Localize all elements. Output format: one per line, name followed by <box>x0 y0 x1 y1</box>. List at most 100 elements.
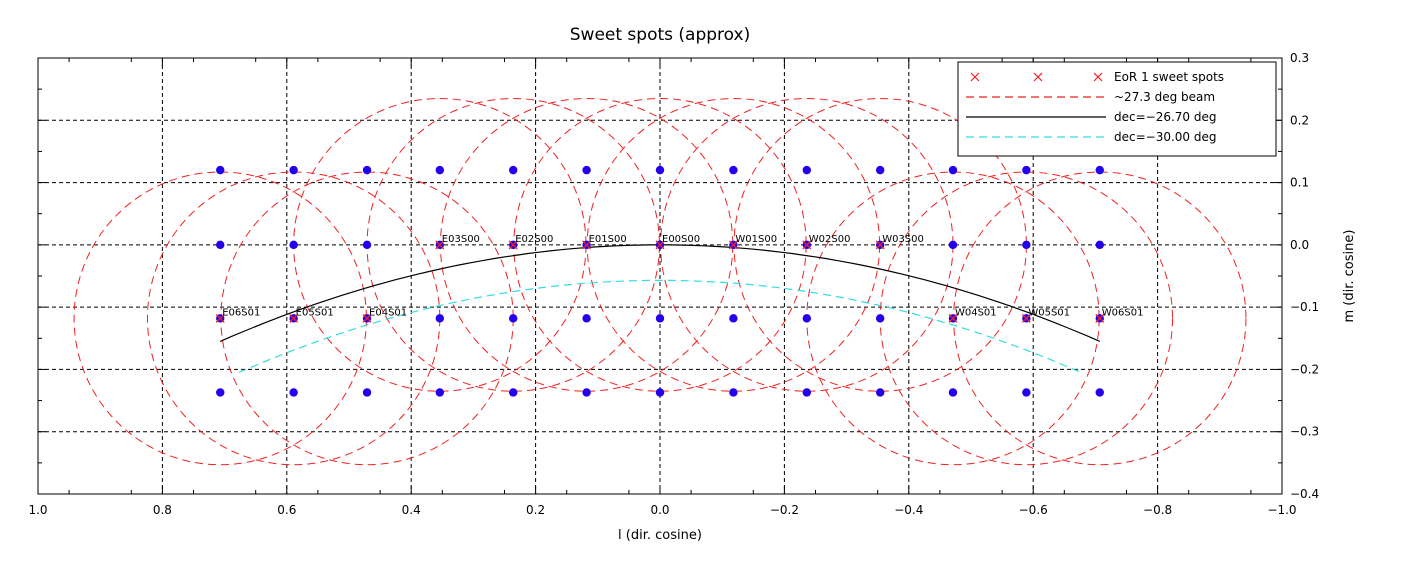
pointing-dot <box>362 240 372 250</box>
chart-title: Sweet spots (approx) <box>570 25 750 45</box>
legend-marker <box>1093 72 1103 82</box>
x-axis-label: l (dir. cosine) <box>618 528 702 543</box>
pointing-dot <box>289 240 298 250</box>
legend-label: dec=−26.70 deg <box>1114 110 1217 124</box>
sweet-spot-e05s01: E05S01 <box>289 307 334 323</box>
x-marker <box>875 240 885 250</box>
sweet-spot-e03s00: E03S00 <box>435 234 480 250</box>
axis-ticks: 1.0 0.8 0.6 0.4 0.2 0.0 −0.2 −0.4 −0.6 −0.8 −1.0 −0… <box>28 51 1319 517</box>
pointing-dot <box>582 314 591 323</box>
sweet-spot-label: W06S01 <box>1102 307 1144 318</box>
pointing-dot <box>729 165 738 175</box>
pointing-dot <box>582 388 591 397</box>
pointing-dot <box>435 314 445 323</box>
y-tick-label: −0.4 <box>1290 487 1319 501</box>
y-tick-label: −0.3 <box>1290 425 1319 439</box>
pointing-dot <box>802 314 811 323</box>
pointing-dot <box>802 388 811 397</box>
pointing-dot <box>362 165 372 175</box>
sweet-spot-e02s00: E02S00 <box>508 234 553 250</box>
x-tick-label: −1.0 <box>1267 503 1296 517</box>
x-marker <box>728 240 738 250</box>
y-tick-label: −0.1 <box>1290 300 1319 314</box>
sweet-spot-label: W04S01 <box>955 307 997 318</box>
legend-entry: dec=−30.00 deg <box>966 130 1217 144</box>
y-tick-label: 0.3 <box>1290 51 1309 65</box>
pointing-dot <box>582 165 591 175</box>
sweet-spot-label: W03S00 <box>882 234 924 245</box>
pointing-dot <box>289 388 298 397</box>
pointing-dot <box>729 314 738 323</box>
pointing-dot <box>362 388 372 397</box>
sweet-spot-w02s00: W02S00 <box>802 234 851 250</box>
x-marker <box>362 313 372 323</box>
pointing-dot <box>509 165 518 175</box>
y-tick-label: 0.0 <box>1290 238 1309 252</box>
pointing-dot <box>655 314 665 323</box>
x-tick-label: 0.4 <box>402 503 421 517</box>
legend-entry: EoR 1 sweet spots <box>970 70 1224 84</box>
legend-label: EoR 1 sweet spots <box>1114 70 1224 84</box>
sweet-spot-e06s01: E06S01 <box>215 307 260 323</box>
x-tick-label: −0.6 <box>1019 503 1048 517</box>
sweet-spot-w01s00: W01S00 <box>728 234 777 250</box>
pointing-dot <box>1022 240 1031 250</box>
x-tick-label: 0.6 <box>277 503 296 517</box>
pointing-dot <box>875 165 885 175</box>
x-marker <box>948 313 958 323</box>
pointing-dot <box>729 388 738 397</box>
pointing-dot <box>802 165 811 175</box>
x-marker <box>802 240 812 250</box>
pointing-dot <box>216 240 225 250</box>
sweet-spot-label: W05S01 <box>1028 307 1070 318</box>
sweet-spot-label: E05S01 <box>296 307 334 318</box>
x-marker <box>655 240 665 250</box>
legend-entry: ~27.3 deg beam <box>966 90 1215 104</box>
x-tick-label: 1.0 <box>28 503 47 517</box>
pointing-dot <box>948 165 958 175</box>
x-tick-label: −0.8 <box>1143 503 1172 517</box>
pointing-dot <box>216 165 225 175</box>
pointing-dot <box>948 240 958 250</box>
pointing-dot <box>1095 165 1104 175</box>
pointing-dot <box>655 165 665 175</box>
pointing-dot <box>435 388 445 397</box>
sweet-spot-e04s01: E04S01 <box>362 307 407 323</box>
x-marker <box>582 240 592 250</box>
sweet-spot-w03s00: W03S00 <box>875 234 924 250</box>
pointing-dot <box>289 165 298 175</box>
x-marker <box>215 313 225 323</box>
x-marker <box>289 313 299 323</box>
sweet-spot-e01s00: E01S00 <box>582 234 627 250</box>
pointing-dot <box>875 388 885 397</box>
x-marker <box>435 240 445 250</box>
legend-label: ~27.3 deg beam <box>1114 90 1215 104</box>
y-tick-label: 0.1 <box>1290 176 1309 190</box>
sweet-spot-label: E02S00 <box>515 234 553 245</box>
pointing-dot <box>435 165 445 175</box>
sweet-spot-label: W02S00 <box>809 234 851 245</box>
x-tick-label: 0.8 <box>153 503 172 517</box>
sweet-spot-label: E03S00 <box>442 234 480 245</box>
x-tick-label: 0.2 <box>526 503 545 517</box>
x-tick-label: 0.0 <box>650 503 669 517</box>
pointing-dot <box>1022 165 1031 175</box>
pointing-dot <box>948 388 958 397</box>
sweet-spot-e00s00: E00S00 <box>655 234 700 250</box>
sweet-spot-label: E01S00 <box>589 234 627 245</box>
sweet-spot-markers: E06S01 E05S01 E04S01 E03S00 E02S00 E01S00 E00S… <box>215 234 1144 323</box>
pointing-dot <box>216 388 225 397</box>
sweet-spot-label: E04S01 <box>369 307 407 318</box>
legend-entry: dec=−26.70 deg <box>966 110 1217 124</box>
x-marker <box>1021 313 1031 323</box>
sweet-spot-label: W01S00 <box>735 234 777 245</box>
pointing-dot <box>1095 388 1104 397</box>
sweet-spot-label: E06S01 <box>222 307 260 318</box>
legend-label: dec=−30.00 deg <box>1114 130 1217 144</box>
x-tick-label: −0.2 <box>770 503 799 517</box>
y-tick-label: −0.2 <box>1290 362 1319 376</box>
pointing-dot <box>509 388 518 397</box>
legend-marker <box>1033 72 1043 82</box>
sweet-spot-w06s01: W06S01 <box>1095 307 1144 323</box>
